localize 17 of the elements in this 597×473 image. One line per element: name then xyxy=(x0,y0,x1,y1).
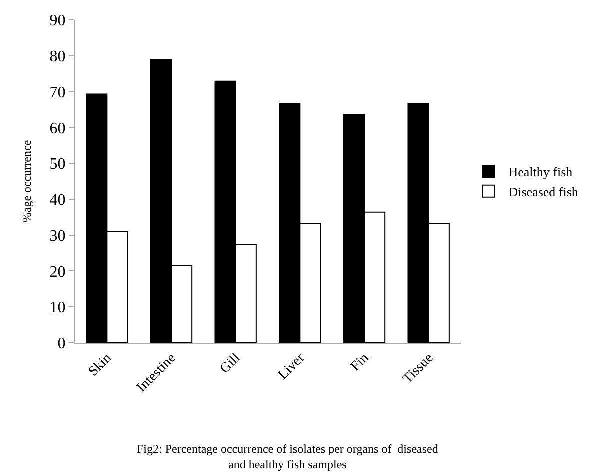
y-tick-label: 40 xyxy=(50,192,66,210)
y-tick-label: 60 xyxy=(50,120,66,138)
y-tick-label: 90 xyxy=(50,12,66,30)
y-axis-title: %age occurrence xyxy=(20,140,34,223)
y-tick-label: 50 xyxy=(50,156,66,174)
x-tick-label: Fin xyxy=(348,350,372,375)
y-tick-label: 30 xyxy=(50,228,66,245)
y-tick-label: 0 xyxy=(58,336,66,353)
y-tick-label: 80 xyxy=(50,48,66,66)
legend-label: Diseased fish xyxy=(508,184,579,200)
x-tick-label: Gill xyxy=(218,350,244,377)
y-tick-label: 10 xyxy=(50,300,66,317)
y-tick-label: 70 xyxy=(50,84,66,102)
caption: Fig2: Percentage occurrence of isolates per organs of diseased and healthy fish samples xyxy=(137,442,438,472)
y-tick-label: 20 xyxy=(50,264,66,281)
legend-label: Healthy fish xyxy=(508,164,574,180)
x-tick-label: Skin xyxy=(86,350,115,380)
